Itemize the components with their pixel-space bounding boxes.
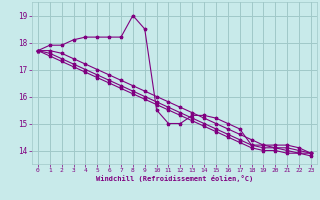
X-axis label: Windchill (Refroidissement éolien,°C): Windchill (Refroidissement éolien,°C) <box>96 175 253 182</box>
